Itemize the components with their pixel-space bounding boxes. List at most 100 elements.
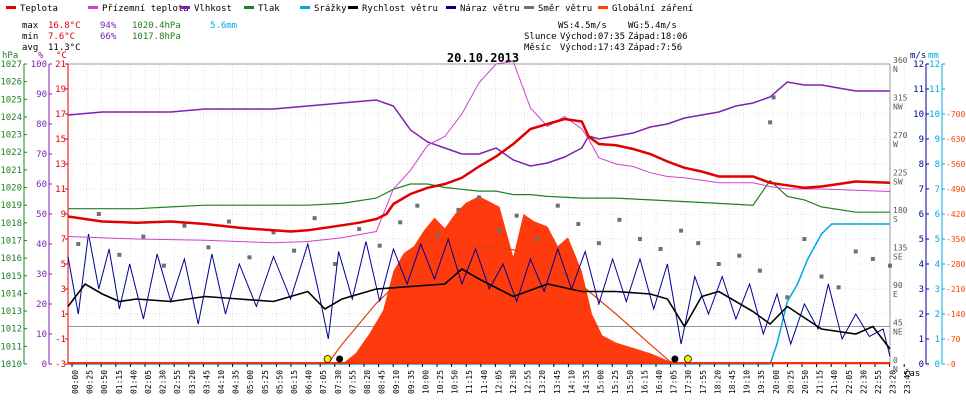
wind-direction-point bbox=[271, 230, 276, 235]
ms-tick-label: 2 bbox=[919, 310, 924, 320]
legend-swatch bbox=[88, 6, 98, 9]
wind-direction-point bbox=[555, 203, 560, 208]
mm-tick-label: 1 bbox=[935, 335, 940, 345]
hpa-tick-label: 1017 bbox=[0, 236, 22, 246]
direction-tick-label: 135 bbox=[893, 244, 908, 253]
ms-tick-label: 9 bbox=[919, 135, 924, 145]
x-tick-label: 07:30 bbox=[334, 370, 343, 394]
unit-hpa: hPa bbox=[2, 51, 18, 61]
celsius-tick-label: -3 bbox=[55, 360, 66, 370]
wind-direction-point bbox=[415, 203, 420, 208]
mm-tick-label: 2 bbox=[935, 310, 940, 320]
direction-name-label: N bbox=[893, 65, 898, 74]
x-tick-label: 13:45 bbox=[553, 370, 562, 394]
x-tick-label: 19:35 bbox=[757, 370, 766, 394]
percent-tick-label: 0 bbox=[42, 360, 47, 370]
axes: 1010101110121013101410151016101710181019… bbox=[0, 56, 965, 374]
direction-name-label: S bbox=[893, 215, 898, 224]
unit-ms: m/s bbox=[910, 51, 926, 61]
wind-direction-point bbox=[802, 237, 807, 241]
unit-percent: % bbox=[38, 51, 44, 61]
wind-direction-point bbox=[435, 232, 440, 237]
x-tick-label: 22:55 bbox=[874, 370, 883, 394]
x-tick-label: 12:30 bbox=[509, 370, 518, 394]
ms-tick-label: 12 bbox=[913, 60, 924, 70]
wind-direction-point bbox=[247, 255, 252, 260]
sunset-marker bbox=[684, 355, 692, 363]
x-tick-label: 11:40 bbox=[480, 370, 489, 394]
wind-direction-point bbox=[679, 228, 684, 233]
wind-direction-point bbox=[888, 263, 892, 268]
moon-rise: Východ:17:43 bbox=[560, 43, 625, 53]
legend-label: Teplota bbox=[20, 4, 58, 14]
series-wind-speed bbox=[67, 268, 891, 350]
hpa-tick-label: 1025 bbox=[0, 95, 22, 105]
x-tick-label: 21:15 bbox=[816, 370, 825, 394]
sun-set: Západ:18:06 bbox=[628, 32, 688, 42]
wind-direction-point bbox=[617, 217, 622, 222]
unit-celsius: °C bbox=[56, 51, 67, 61]
x-tick-label: 07:55 bbox=[348, 370, 357, 394]
x-tick-label: 05:00 bbox=[246, 370, 255, 394]
mm-tick-label: 12 bbox=[929, 60, 940, 70]
celsius-tick-label: 3 bbox=[61, 285, 66, 295]
ms-tick-label: 3 bbox=[919, 285, 924, 295]
x-tick-label: 04:10 bbox=[217, 370, 226, 394]
wind-direction-point bbox=[312, 216, 317, 221]
wind-direction-point bbox=[535, 237, 540, 241]
legend-swatch bbox=[6, 6, 16, 9]
direction-tick-label: 0 bbox=[893, 356, 898, 365]
plot-area bbox=[67, 60, 892, 365]
hpa-tick-label: 1023 bbox=[0, 131, 22, 141]
wind-direction-point bbox=[182, 223, 187, 228]
wind-direction-point bbox=[576, 222, 581, 226]
x-tick-label: 03:20 bbox=[188, 370, 197, 394]
sun-label: Slunce bbox=[524, 32, 557, 42]
celsius-tick-label: 11 bbox=[55, 185, 66, 195]
celsius-tick-label: 21 bbox=[55, 60, 66, 70]
x-tick-label: 14:35 bbox=[582, 370, 591, 394]
x-tick-label: 00:50 bbox=[100, 370, 109, 394]
direction-tick-label: 270 bbox=[893, 131, 908, 140]
wind-direction-point bbox=[141, 234, 146, 239]
x-tick-label: 23:20 bbox=[889, 370, 898, 394]
x-tick-label: 01:15 bbox=[115, 370, 124, 394]
moon-set: Západ:7:56 bbox=[628, 43, 682, 53]
direction-tick-label: 45 bbox=[893, 319, 903, 328]
percent-tick-label: 70 bbox=[36, 150, 47, 160]
direction-name-label: N bbox=[893, 365, 898, 374]
percent-tick-label: 10 bbox=[36, 330, 47, 340]
hpa-tick-label: 1018 bbox=[0, 219, 22, 229]
wind-direction-point bbox=[716, 262, 721, 266]
x-tick-label: 10:25 bbox=[436, 370, 445, 394]
wind-direction-point bbox=[514, 213, 519, 218]
celsius-tick-label: 15 bbox=[55, 135, 66, 145]
hpa-tick-label: 1021 bbox=[0, 166, 22, 176]
legend-label: Tlak bbox=[258, 4, 280, 14]
legend-label: Vlhkost bbox=[194, 4, 232, 14]
x-tick-label: 22:30 bbox=[859, 370, 868, 394]
mm-tick-label: 3 bbox=[935, 285, 940, 295]
stat-min-temp: 7.6°C bbox=[48, 32, 75, 42]
mm-tick-label: 5 bbox=[935, 235, 940, 245]
celsius-tick-label: 17 bbox=[55, 110, 66, 120]
series-precipitation bbox=[68, 223, 890, 365]
wm2-tick-label: -210 bbox=[946, 285, 965, 294]
x-axis-label: čas bbox=[904, 368, 920, 379]
wind-direction-point bbox=[785, 295, 790, 300]
x-tick-label: 20:25 bbox=[786, 370, 795, 394]
hpa-tick-label: 1011 bbox=[0, 342, 22, 352]
x-tick-label: 15:50 bbox=[626, 370, 635, 394]
wind-direction-point bbox=[206, 245, 211, 250]
celsius-tick-label: 1 bbox=[61, 310, 66, 320]
x-tick-label: 03:45 bbox=[202, 370, 211, 394]
direction-tick-label: 225 bbox=[893, 169, 908, 178]
wind-direction-point bbox=[637, 237, 642, 241]
ms-tick-label: 6 bbox=[919, 210, 924, 220]
series-pressure bbox=[68, 179, 890, 213]
wm2-tick-label: -700 bbox=[946, 110, 965, 119]
x-tick-label: 21:40 bbox=[830, 370, 839, 394]
wind-direction-point bbox=[357, 227, 362, 231]
x-tick-label: 09:10 bbox=[392, 370, 401, 394]
